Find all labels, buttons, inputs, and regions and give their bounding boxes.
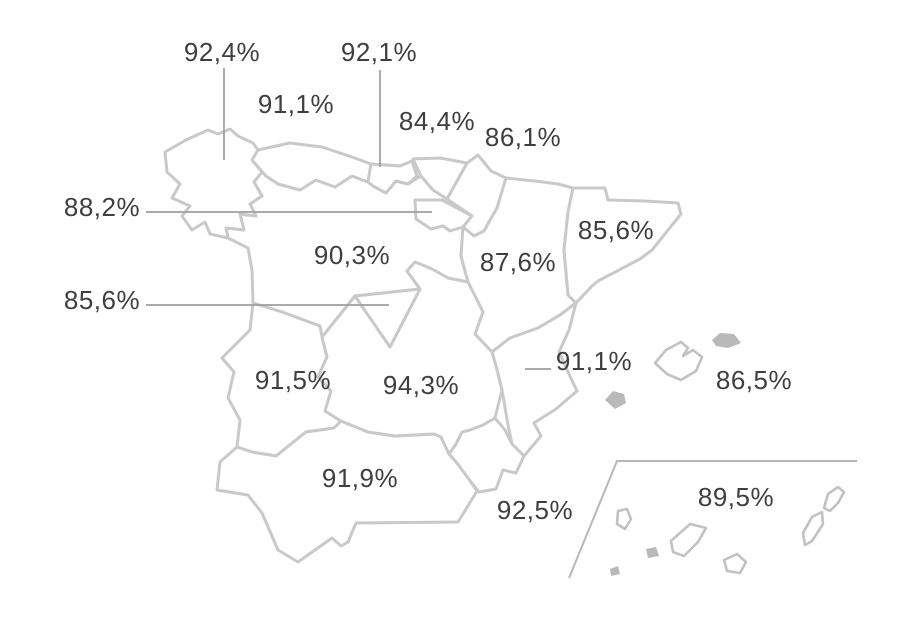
label-islas-baleares: 86,5% xyxy=(716,365,792,395)
label-asturias: 91,1% xyxy=(258,89,334,119)
label-islas-canarias: 89,5% xyxy=(698,482,774,512)
region-cantabria xyxy=(366,159,419,195)
region-la-rioja xyxy=(413,198,474,233)
label-castilla-y-leon: 90,3% xyxy=(314,240,390,270)
la-palma-island xyxy=(615,507,633,531)
label-madrid: 85,6% xyxy=(64,285,140,315)
label-aragon: 87,6% xyxy=(480,247,556,277)
label-navarra: 86,1% xyxy=(485,122,561,152)
label-cataluna: 85,6% xyxy=(578,215,654,245)
gran-canaria-island xyxy=(722,552,748,575)
tenerife-island xyxy=(669,522,708,558)
region-cataluna xyxy=(562,186,683,305)
label-murcia: 92,5% xyxy=(497,495,573,525)
balearic-islands xyxy=(605,333,741,409)
region-madrid xyxy=(353,287,422,349)
ibiza-island xyxy=(605,391,626,409)
label-pais-vasco: 84,4% xyxy=(399,106,475,136)
region-asturias xyxy=(250,141,373,192)
lanzarote-island xyxy=(822,485,846,513)
percentage-labels: 92,4% 92,1% 91,1% 84,4% 86,1% 88,2% 85,6… xyxy=(64,37,792,525)
region-pais-vasco xyxy=(411,156,469,201)
fuerteventura-island xyxy=(801,510,825,547)
inset-frame-line xyxy=(568,460,857,579)
label-andalucia: 91,9% xyxy=(322,463,398,493)
la-gomera-island xyxy=(646,547,659,558)
label-castilla-la-mancha: 94,3% xyxy=(383,370,459,400)
label-extremadura: 91,5% xyxy=(255,365,331,395)
el-hierro-island xyxy=(610,566,620,576)
region-galicia xyxy=(163,127,264,240)
region-shapes xyxy=(163,127,683,564)
menorca-island xyxy=(712,333,741,348)
label-la-rioja: 88,2% xyxy=(64,192,140,222)
label-cantabria: 92,1% xyxy=(341,37,417,67)
label-comunidad-valenciana: 91,1% xyxy=(556,346,632,376)
canary-islands-inset xyxy=(568,460,857,579)
label-galicia: 92,4% xyxy=(184,37,260,67)
leader-lines xyxy=(146,68,551,370)
mallorca-island xyxy=(653,340,704,382)
